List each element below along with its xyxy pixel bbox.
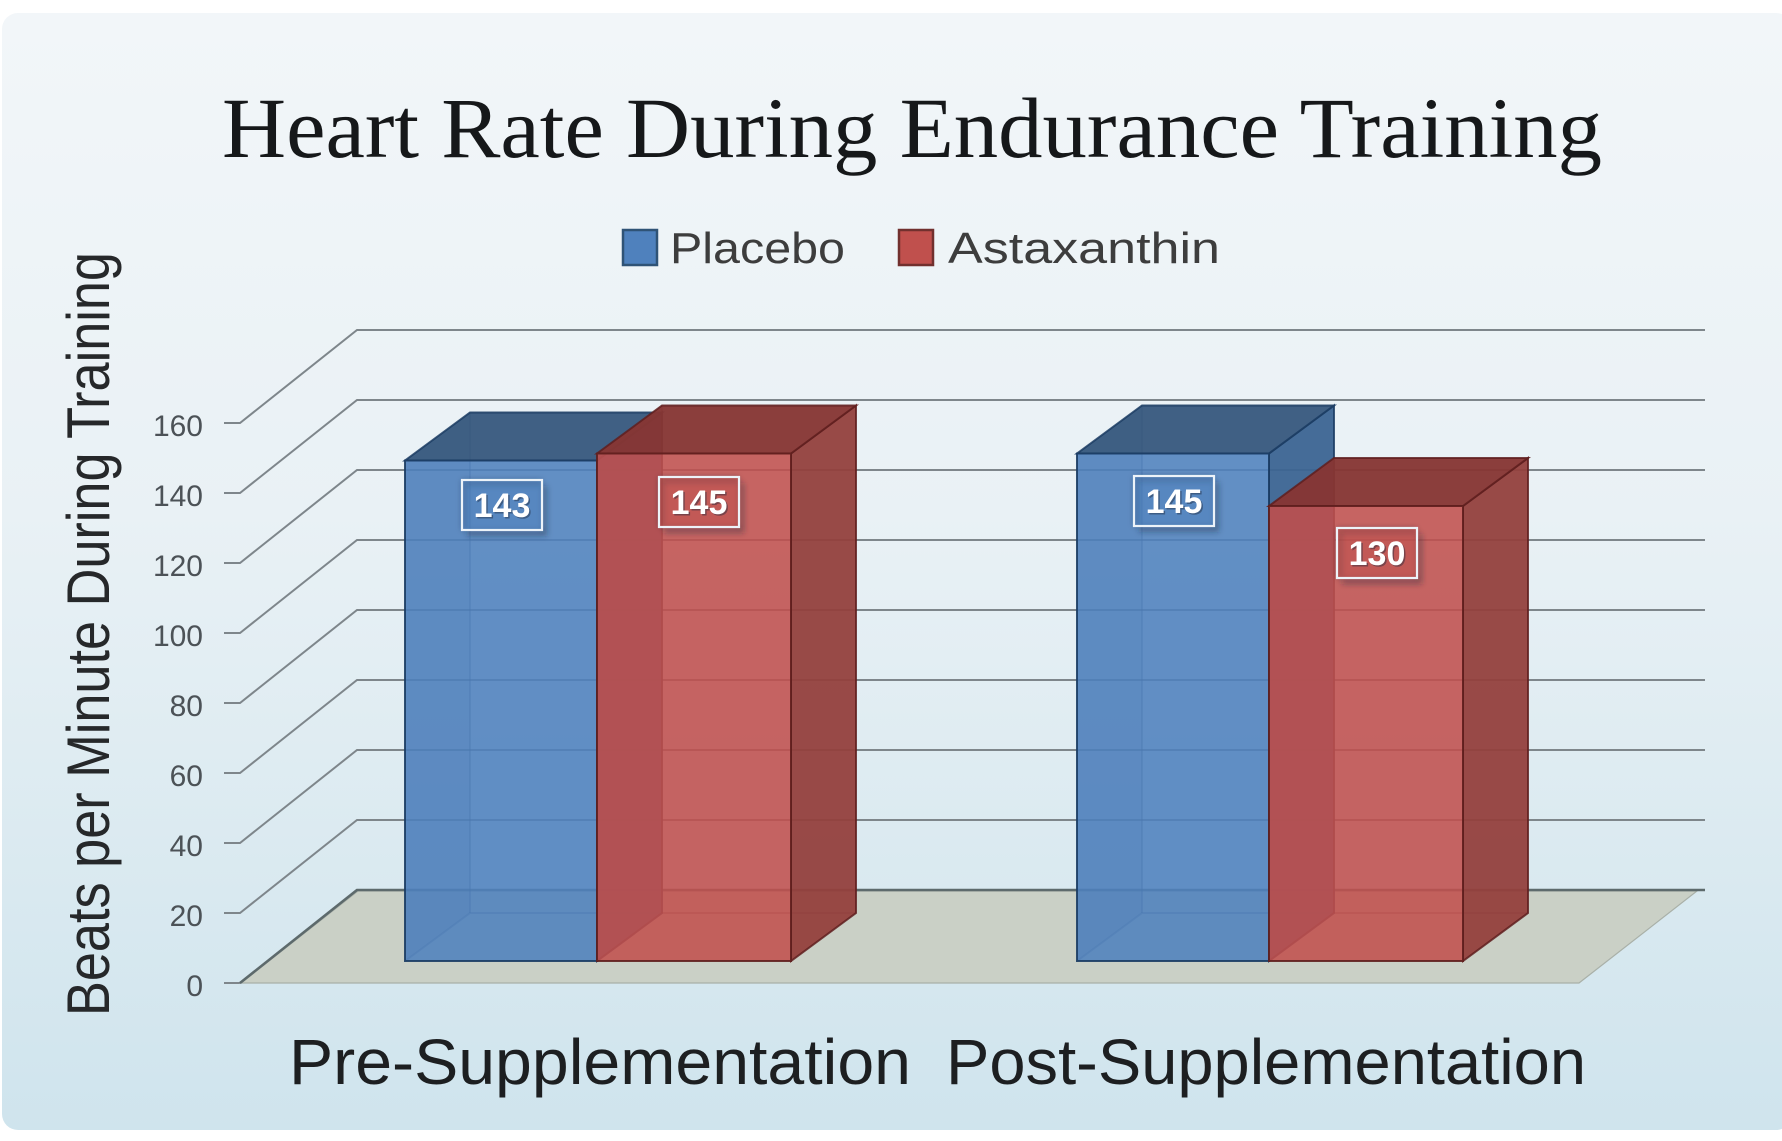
svg-text:Heart Rate During Endurance Tr: Heart Rate During Endurance Training [222,80,1602,176]
svg-text:40: 40 [170,830,203,863]
svg-text:140: 140 [153,480,203,513]
svg-text:80: 80 [170,690,203,723]
svg-text:145: 145 [672,486,729,524]
svg-text:100: 100 [153,620,203,653]
svg-text:145: 145 [1147,485,1204,523]
svg-text:143: 143 [475,489,532,527]
svg-text:0: 0 [186,970,203,1003]
svg-text:130: 130 [1349,535,1406,573]
svg-text:Placebo: Placebo [670,224,845,273]
svg-text:Post-Supplementation: Post-Supplementation [946,1026,1586,1098]
svg-text:143: 143 [474,487,531,525]
svg-text:160: 160 [153,410,203,443]
svg-text:20: 20 [170,900,203,933]
svg-text:60: 60 [170,760,203,793]
svg-text:145: 145 [1146,483,1203,521]
svg-text:Beats per Minute During Traini: Beats per Minute During Training [55,252,122,1016]
svg-text:Pre-Supplementation: Pre-Supplementation [289,1026,911,1098]
svg-text:145: 145 [671,484,728,522]
svg-text:120: 120 [153,550,203,583]
svg-text:Astaxanthin: Astaxanthin [948,224,1220,273]
svg-text:130: 130 [1350,537,1407,575]
